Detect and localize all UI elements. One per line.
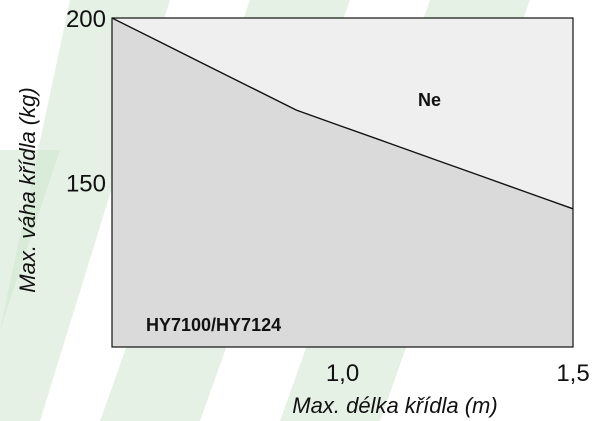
series-line (111, 17, 574, 210)
y-axis-ticks: 200 150 (66, 6, 106, 198)
x-tick-label: 1,0 (326, 360, 359, 387)
y-tick-label: 150 (66, 171, 106, 198)
x-axis-title: Max. délka křídla (m) (292, 393, 497, 418)
region-label-below: HY7100/HY7124 (146, 315, 281, 335)
y-tick-label: 200 (66, 6, 106, 33)
x-tick-label: 1,5 (556, 360, 589, 387)
y-axis-title: Max. váha křídla (kg) (15, 87, 40, 292)
plot-frame (111, 17, 574, 348)
x-axis-ticks: 1,0 1,5 (326, 360, 590, 387)
region-label-above: Ne (418, 90, 441, 110)
region-above-curve (112, 18, 573, 209)
region-below-curve (112, 18, 573, 347)
